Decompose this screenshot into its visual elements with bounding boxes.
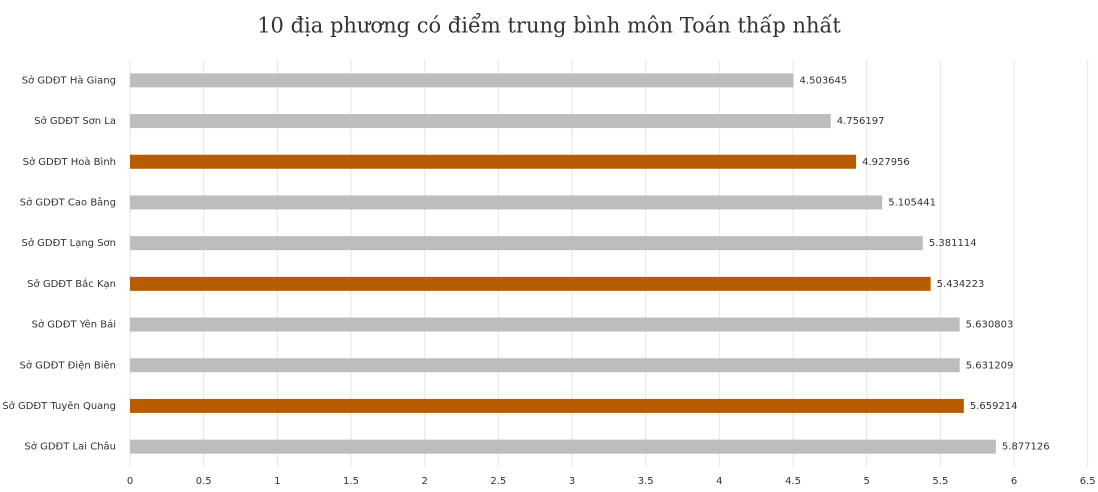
value-label: 4.503645 bbox=[800, 75, 848, 86]
y-tick-label: Sở GDĐT Bắc Kạn bbox=[27, 277, 116, 290]
bar bbox=[130, 73, 794, 88]
x-tick-label: 3 bbox=[569, 476, 575, 487]
y-tick-label: Sở GDĐT Điện Biên bbox=[20, 359, 116, 371]
value-label: 4.756197 bbox=[837, 116, 885, 127]
value-label: 5.630803 bbox=[966, 320, 1014, 331]
value-label: 5.877126 bbox=[1002, 442, 1050, 453]
value-label: 5.105441 bbox=[888, 197, 936, 208]
y-tick-label: Sở GDĐT Hoà Bình bbox=[23, 156, 116, 168]
bar bbox=[130, 439, 996, 454]
value-label: 5.659214 bbox=[970, 401, 1018, 412]
bar bbox=[130, 236, 923, 251]
x-tick-label: 4 bbox=[716, 476, 722, 487]
bar bbox=[130, 154, 857, 169]
value-label: 5.631209 bbox=[966, 360, 1014, 371]
x-tick-label: 4.5 bbox=[785, 476, 801, 487]
x-tick-label: 3.5 bbox=[638, 476, 654, 487]
value-label: 5.434223 bbox=[937, 279, 985, 290]
x-tick-label: 5.5 bbox=[932, 476, 948, 487]
y-tick-label: Sở GDĐT Lai Châu bbox=[24, 441, 116, 453]
x-tick-label: 2 bbox=[421, 476, 427, 487]
y-tick-label: Sở GDĐT Sơn La bbox=[34, 115, 116, 127]
bar bbox=[130, 195, 883, 210]
x-tick-label: 2.5 bbox=[490, 476, 506, 487]
y-tick-label: Sở GDĐT Lạng Sơn bbox=[22, 237, 117, 249]
chart-title: 10 địa phương có điểm trung bình môn Toá… bbox=[257, 14, 841, 38]
y-tick-label: Sở GDĐT Yên Bái bbox=[32, 319, 116, 331]
y-tick-label: Sở GDĐT Cao Bằng bbox=[20, 195, 116, 208]
x-tick-label: 6.5 bbox=[1080, 476, 1096, 487]
y-tick-label: Sở GDĐT Hà Giang bbox=[22, 74, 116, 86]
x-tick-label: 1.5 bbox=[343, 476, 359, 487]
bar bbox=[130, 114, 831, 129]
x-tick-label: 6 bbox=[1011, 476, 1017, 487]
bar bbox=[130, 398, 964, 413]
value-label: 5.381114 bbox=[929, 238, 977, 249]
x-tick-label: 5 bbox=[864, 476, 870, 487]
bar bbox=[130, 358, 960, 373]
value-label: 4.927956 bbox=[862, 157, 910, 168]
bar bbox=[130, 317, 960, 332]
bar bbox=[130, 276, 931, 291]
x-tick-label: 0 bbox=[127, 476, 133, 487]
x-tick-label: 0.5 bbox=[196, 476, 212, 487]
x-tick-label: 1 bbox=[274, 476, 280, 487]
y-tick-label: Sở GDĐT Tuyên Quang bbox=[2, 400, 116, 412]
